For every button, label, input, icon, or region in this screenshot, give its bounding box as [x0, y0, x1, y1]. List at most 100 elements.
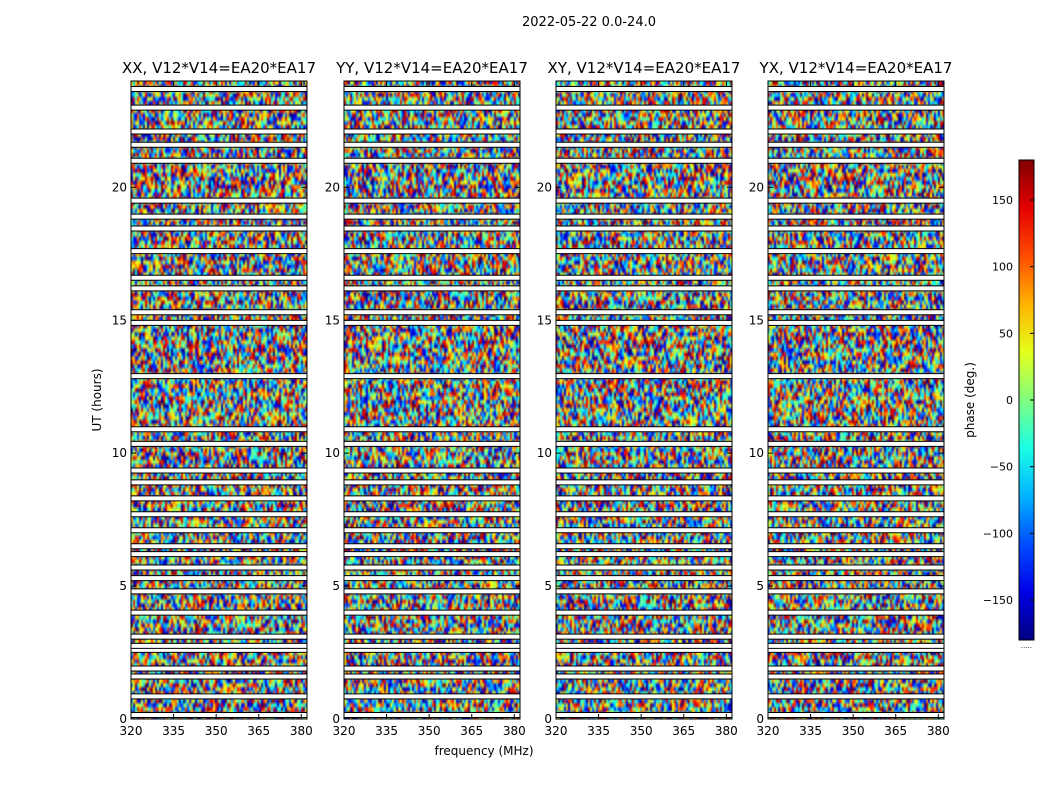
flagged-row — [344, 248, 520, 254]
flagged-row — [131, 693, 307, 699]
x-tick-label: 335 — [375, 724, 398, 738]
phase-heatmap — [556, 81, 732, 719]
axes-frame — [555, 80, 733, 720]
flagged-row — [344, 564, 520, 570]
flagged-row — [556, 575, 732, 581]
flagged-row — [768, 647, 944, 653]
flagged-row — [344, 275, 520, 281]
flagged-row — [768, 426, 944, 432]
flagged-row — [344, 142, 520, 148]
x-tick-label: 320 — [545, 724, 568, 738]
flagged-row — [556, 511, 732, 517]
flagged-row — [556, 426, 732, 432]
flagged-row — [556, 214, 732, 220]
flagged-row — [131, 142, 307, 148]
flagged-row — [768, 551, 944, 557]
axes-frame — [767, 80, 945, 720]
panel-title: YX, V12*V14=EA20*EA17 — [759, 59, 953, 77]
panel-title: XY, V12*V14=EA20*EA17 — [548, 59, 741, 77]
flagged-row — [344, 285, 520, 291]
flagged-row — [131, 665, 307, 671]
y-tick-label: 5 — [544, 579, 552, 593]
y-tick-label: 5 — [119, 579, 127, 593]
flagged-row — [131, 673, 307, 679]
panel-title: YY, V12*V14=EA20*EA17 — [335, 59, 528, 77]
flagged-row — [768, 198, 944, 204]
flagged-row — [556, 693, 732, 699]
flagged-row — [131, 634, 307, 640]
flagged-row — [344, 479, 520, 485]
flagged-row — [556, 86, 732, 92]
flagged-row — [556, 285, 732, 291]
colorbar-tick-label: −100 — [983, 527, 1013, 540]
flagged-row — [344, 86, 520, 92]
flagged-row — [344, 467, 520, 473]
flagged-row — [131, 511, 307, 517]
flagged-row — [556, 647, 732, 653]
flagged-row — [344, 588, 520, 594]
flagged-row — [131, 426, 307, 432]
y-tick-label: 20 — [112, 180, 127, 194]
flagged-row — [344, 320, 520, 326]
flagged-row — [556, 309, 732, 315]
flagged-row — [131, 643, 307, 649]
x-tick-label: 350 — [630, 724, 653, 738]
phase-heatmap — [344, 81, 520, 719]
flagged-row — [344, 575, 520, 581]
flagged-row — [131, 441, 307, 447]
flagged-row — [131, 564, 307, 570]
flagged-row — [556, 467, 732, 473]
flagged-row — [556, 551, 732, 557]
flagged-row — [131, 320, 307, 326]
flagged-row — [556, 673, 732, 679]
flagged-row — [556, 495, 732, 501]
colorbar: −150 −100 −50 0 50 100 150 phase (deg.)..... — [963, 159, 1035, 650]
flagged-row — [131, 647, 307, 653]
y-tick-label: 0 — [544, 712, 552, 726]
axes-frame — [343, 80, 521, 720]
x-tick-label: 335 — [162, 724, 185, 738]
flagged-row — [556, 129, 732, 135]
flagged-row — [131, 467, 307, 473]
x-tick-label: 320 — [333, 724, 356, 738]
flagged-row — [768, 226, 944, 232]
x-tick-label: 380 — [290, 724, 313, 738]
flagged-row — [131, 527, 307, 533]
flagged-row — [131, 373, 307, 379]
flagged-row — [344, 712, 520, 718]
flagged-row — [768, 248, 944, 254]
phase-heatmap — [131, 81, 307, 719]
flagged-row — [768, 467, 944, 473]
flagged-row — [344, 198, 520, 204]
flagged-row — [768, 320, 944, 326]
flagged-row — [768, 564, 944, 570]
x-tick-label: 365 — [672, 724, 695, 738]
flagged-row — [556, 564, 732, 570]
flagged-row — [131, 712, 307, 718]
flagged-row — [131, 105, 307, 111]
flagged-row — [768, 511, 944, 517]
flagged-row — [344, 693, 520, 699]
flagged-row — [131, 495, 307, 501]
flagged-row — [768, 158, 944, 164]
flagged-row — [131, 543, 307, 549]
flagged-row — [344, 610, 520, 616]
flagged-row — [556, 634, 732, 640]
flagged-row — [768, 673, 944, 679]
y-tick-label: 15 — [749, 313, 764, 327]
panel-title: XX, V12*V14=EA20*EA17 — [122, 59, 316, 77]
flagged-row — [768, 129, 944, 135]
colorbar-tick-label: 0 — [1006, 394, 1013, 407]
colorbar-tick-label: 100 — [992, 261, 1013, 274]
flagged-row — [131, 275, 307, 281]
flagged-row — [131, 129, 307, 135]
y-tick-label: 0 — [332, 712, 340, 726]
phase-heatmap — [768, 81, 944, 719]
y-tick-label: 5 — [756, 579, 764, 593]
y-tick-label: 15 — [537, 313, 552, 327]
y-tick-label: 0 — [756, 712, 764, 726]
axes-frame — [130, 80, 308, 720]
colorbar-tick-label: 50 — [999, 327, 1013, 340]
flagged-row — [556, 198, 732, 204]
